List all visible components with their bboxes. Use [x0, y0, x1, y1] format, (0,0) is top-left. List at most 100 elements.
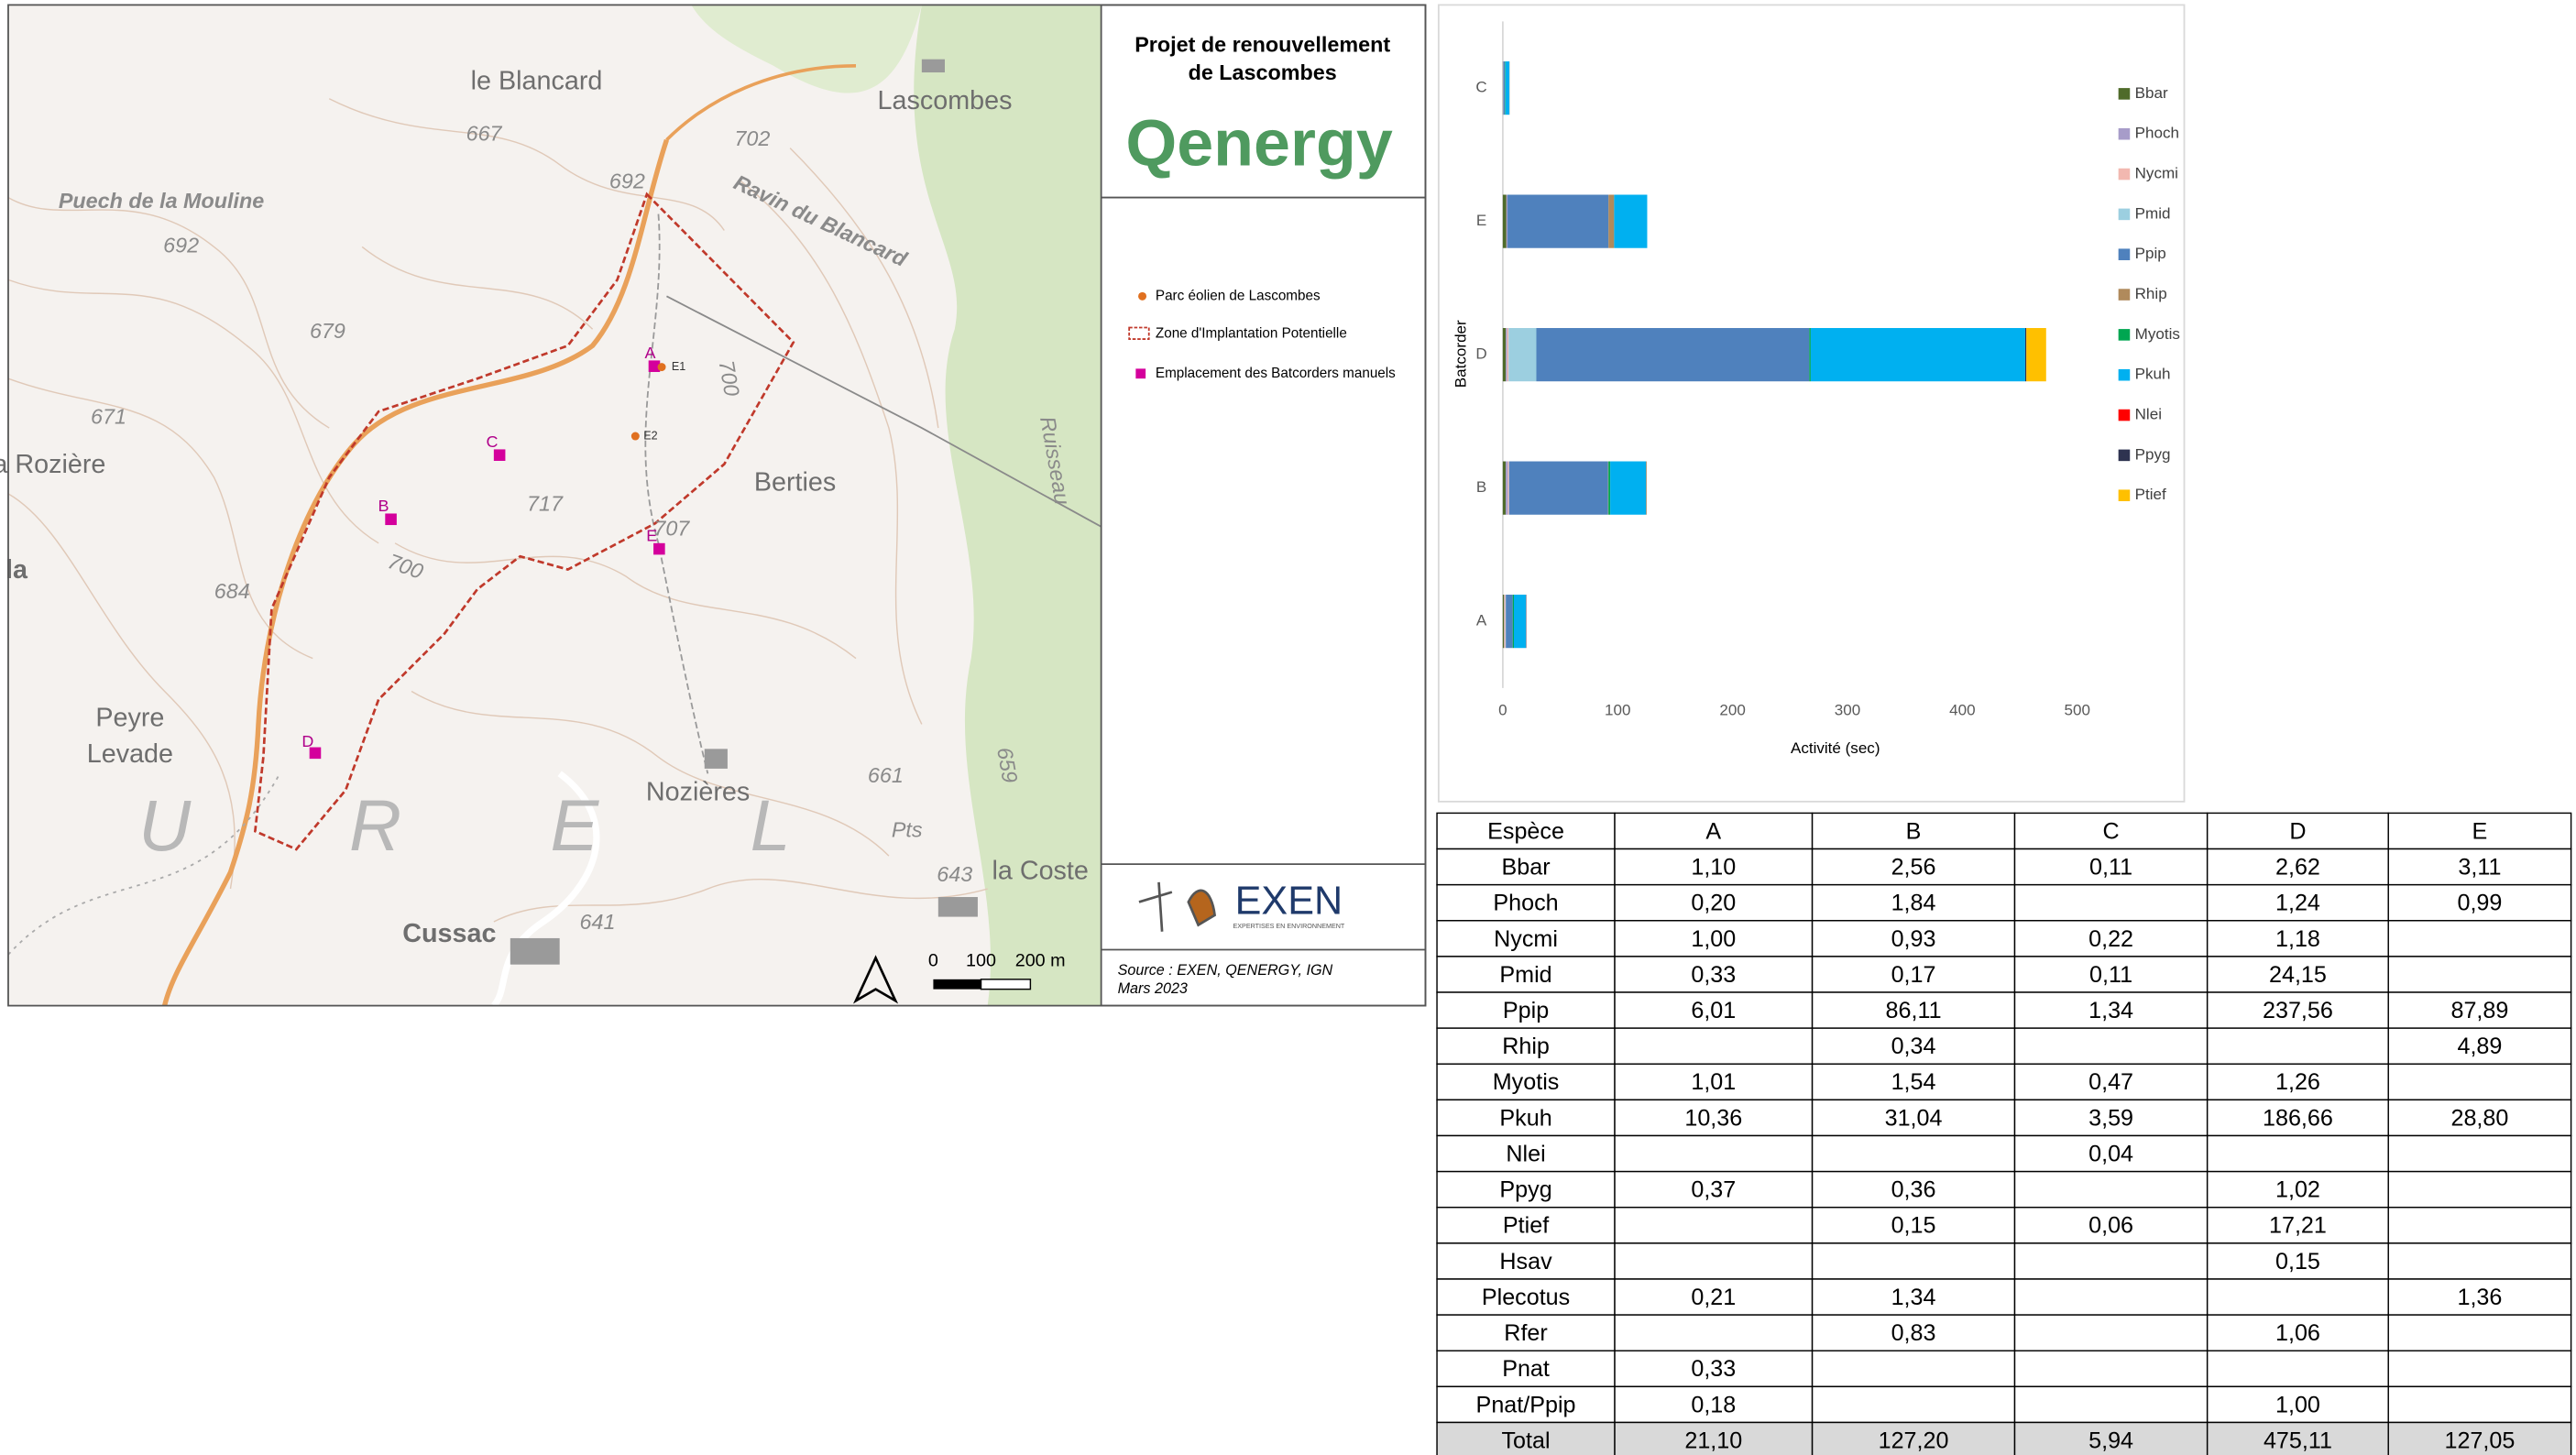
legend-label: Pkuh — [2135, 366, 2171, 383]
table-text: Pkuh — [1499, 1105, 1551, 1131]
legend-swatch — [2119, 450, 2131, 462]
table-text: 0,93 — [1891, 926, 1936, 952]
table-cell — [2388, 1243, 2571, 1279]
table-header: A — [1705, 818, 1721, 844]
map-label: R — [349, 784, 401, 866]
batcorder-label: B — [378, 497, 389, 515]
legend-swatch — [2119, 369, 2131, 381]
scale-bar — [933, 979, 981, 990]
bar-segment — [1503, 595, 1504, 648]
legend-symbol — [1135, 368, 1145, 378]
y-tick-label: A — [1476, 612, 1487, 629]
building — [922, 60, 945, 72]
scale-label: 100 — [966, 950, 996, 970]
table-cell — [2015, 1243, 2208, 1279]
batcorder-label: A — [644, 344, 655, 362]
table-text: 1,34 — [2088, 998, 2133, 1023]
table-text: 6,01 — [1691, 998, 1736, 1023]
map-label: 707 — [653, 517, 690, 541]
bar-segment — [1506, 462, 1507, 515]
map-label: E — [551, 784, 600, 866]
map-label: la Coste — [992, 857, 1088, 886]
table-text: 1,36 — [2457, 1285, 2502, 1310]
map-label: 717 — [527, 492, 564, 516]
map-label: 671 — [91, 404, 126, 428]
legend-swatch — [2119, 88, 2131, 100]
data-table: EspèceABCDEBbar1,102,560,112,623,11Phoch… — [1437, 813, 2571, 1455]
building — [705, 749, 728, 769]
table-cell — [2208, 1028, 2389, 1064]
table-text: 0,06 — [2088, 1213, 2133, 1239]
table-text: Rhip — [1502, 1034, 1550, 1059]
bar-segment — [2025, 328, 2026, 381]
legend-label: Ptief — [2135, 486, 2166, 503]
legend-item: Emplacement des Batcorders manuels — [1156, 366, 1396, 381]
bar-segment — [1513, 595, 1514, 648]
y-tick-label: D — [1475, 345, 1486, 363]
table-text: 0,36 — [1891, 1177, 1936, 1203]
map-label: Levade — [87, 739, 173, 769]
legend-swatch — [2119, 209, 2131, 221]
table-text: Bbar — [1502, 855, 1551, 881]
bar-segment — [1811, 328, 2025, 381]
table-cell — [1813, 1136, 2015, 1172]
table-text: 2,62 — [2275, 855, 2320, 881]
turbine — [658, 363, 666, 371]
table-text: 1,00 — [2275, 1392, 2320, 1417]
bar-segment — [1507, 195, 1608, 248]
table-text: Ptief — [1503, 1213, 1550, 1239]
bar-segment — [1608, 462, 1610, 515]
table-text: 1,54 — [1891, 1069, 1936, 1095]
table-text: 1,02 — [2275, 1177, 2320, 1203]
bar-segment — [1809, 328, 1811, 381]
map-label: Puech de la Mouline — [59, 189, 264, 213]
x-tick-label: 0 — [1498, 702, 1507, 719]
table-text: 87,89 — [2450, 998, 2508, 1023]
bar-segment — [2026, 328, 2046, 381]
table-cell — [1813, 1243, 2015, 1279]
legend-swatch — [2119, 329, 2131, 341]
y-tick-label: C — [1475, 79, 1486, 96]
x-tick-label: 200 — [1719, 702, 1745, 719]
table-text: 1,06 — [2275, 1320, 2320, 1346]
batcorder-marker — [653, 543, 665, 555]
table-header: B — [1906, 818, 1922, 844]
map-label: Lascombes — [878, 86, 1013, 115]
map: le Blancard 667 702 Lascombes Puech de l… — [0, 5, 1102, 1005]
legend-label: Ppip — [2135, 245, 2166, 262]
table-text: 1,84 — [1891, 891, 1936, 916]
map-label: 679 — [310, 319, 345, 343]
table-cell — [1615, 1243, 1813, 1279]
table-text: 21,10 — [1684, 1428, 1742, 1453]
y-tick-label: B — [1476, 478, 1486, 496]
table-text: Pnat/Ppip — [1476, 1392, 1576, 1417]
legend-label: Rhip — [2135, 285, 2167, 302]
table-text: 1,01 — [1691, 1069, 1736, 1095]
table-text: 0,22 — [2088, 926, 2133, 952]
table-cell — [2208, 1136, 2389, 1172]
table-text: Hsav — [1499, 1249, 1552, 1274]
legend-symbol — [1138, 292, 1146, 301]
map-label: 661 — [868, 763, 904, 787]
bar-segment — [1514, 595, 1526, 648]
bar-segment — [1509, 462, 1608, 515]
table-header: C — [2103, 818, 2120, 844]
map-label: a Rozière — [0, 450, 105, 479]
legend-label: Ppyg — [2135, 445, 2171, 463]
x-axis-label: Activité (sec) — [1791, 739, 1880, 757]
table-text: 3,59 — [2088, 1105, 2133, 1131]
table-text: Pnat — [1502, 1356, 1550, 1382]
table-text: 17,21 — [2269, 1213, 2327, 1239]
scale-label: 200 m — [1015, 950, 1066, 970]
table-text: 0,15 — [1891, 1213, 1936, 1239]
table-cell — [2015, 1279, 2208, 1315]
map-label: 641 — [580, 910, 616, 934]
table-text: 3,11 — [2458, 855, 2501, 881]
map-label: 684 — [214, 579, 250, 603]
table-cell — [2015, 1172, 2208, 1208]
table-text: Phoch — [1493, 891, 1558, 916]
bar-segment — [1610, 462, 1646, 515]
legend-swatch — [2119, 410, 2131, 421]
table-cell — [2388, 1208, 2571, 1243]
table-cell — [2208, 1279, 2389, 1315]
